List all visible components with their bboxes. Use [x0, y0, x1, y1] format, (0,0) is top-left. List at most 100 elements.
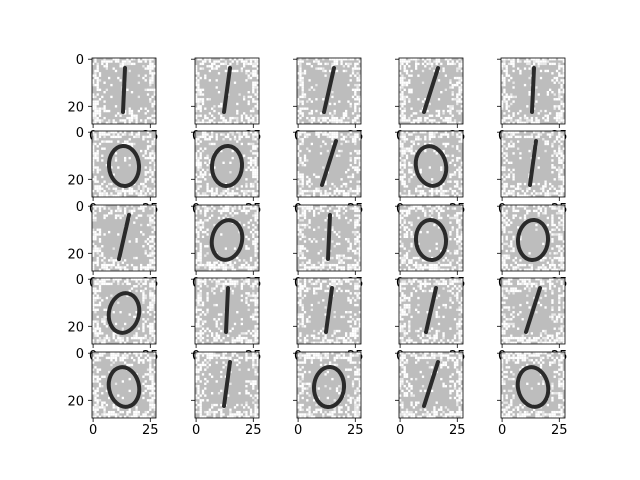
- panel-noise: [195, 58, 259, 124]
- y-tick-label: 0: [76, 273, 84, 288]
- panel-frame: [398, 204, 464, 272]
- digit-zero-stroke: [311, 365, 347, 409]
- panel-noise: [195, 352, 259, 418]
- y-tick-label: 20: [67, 320, 84, 335]
- panel-frame: [91, 204, 157, 272]
- x-tick-label: 25: [347, 423, 364, 438]
- panel-frame: [398, 277, 464, 345]
- panel-frame: [398, 130, 464, 198]
- digit-one-stroke: [422, 66, 440, 114]
- digit-one-stroke: [121, 66, 127, 114]
- panel-noise: [92, 352, 156, 418]
- panel-frame: [500, 351, 566, 419]
- panel-noise: [399, 278, 463, 344]
- x-tick-label: 25: [551, 423, 568, 438]
- digit-zero-stroke: [106, 291, 142, 335]
- panel-frame: [296, 351, 362, 419]
- digit-one-stroke: [530, 66, 536, 114]
- panel-frame: [296, 204, 362, 272]
- x-tick-label: 0: [192, 423, 200, 438]
- digit-panel: 025: [395, 277, 466, 364]
- digit-zero-stroke: [209, 144, 245, 188]
- digit-one-stroke: [320, 139, 338, 187]
- panel-noise: [297, 205, 361, 271]
- digit-panel: 025: [395, 204, 466, 291]
- panel-frame: [91, 57, 157, 125]
- panel-frame: [194, 204, 260, 272]
- x-tick-label: 25: [245, 423, 262, 438]
- digit-panel: 025: [293, 277, 364, 364]
- panel-noise: [399, 205, 463, 271]
- panel-noise: [92, 278, 156, 344]
- digit-zero-stroke: [106, 365, 142, 409]
- digit-zero-stroke: [413, 144, 449, 188]
- digit-zero-stroke: [515, 365, 551, 409]
- digit-one-stroke: [424, 286, 438, 334]
- panel-noise: [195, 205, 259, 271]
- panel-noise: [399, 131, 463, 197]
- panel-frame: [500, 277, 566, 345]
- panel-frame: [91, 130, 157, 198]
- digit-panel: 025: [191, 57, 262, 144]
- panel-frame: [91, 277, 157, 345]
- digit-panel: 025: [293, 130, 364, 217]
- panel-frame: [500, 204, 566, 272]
- digit-panel: 025: [395, 130, 466, 217]
- y-tick-label: 20: [67, 100, 84, 115]
- panel-frame: [296, 130, 362, 198]
- digit-panel: 025: [497, 57, 568, 144]
- x-tick-label: 0: [396, 423, 404, 438]
- digit-panel: 025: [497, 277, 568, 364]
- panel-noise: [297, 131, 361, 197]
- panel-noise: [297, 58, 361, 124]
- y-tick-label: 0: [76, 347, 84, 362]
- digit-panel: 0 25: [395, 351, 466, 438]
- digit-panel: 0 20 0 25: [67, 347, 158, 438]
- x-tick-label: 0: [294, 423, 302, 438]
- digit-panel: 025: [497, 204, 568, 291]
- digit-panel: 025: [191, 277, 262, 364]
- digit-one-stroke: [222, 66, 232, 114]
- digit-panel: 0 25: [293, 351, 364, 438]
- x-tick-label: 0: [498, 423, 506, 438]
- panel-noise: [195, 278, 259, 344]
- panel-noise: [92, 131, 156, 197]
- panel-noise: [501, 58, 565, 124]
- panel-frame: [91, 351, 157, 419]
- digit-zero-stroke: [106, 144, 142, 188]
- panel-frame: [296, 277, 362, 345]
- panel-frame: [398, 351, 464, 419]
- y-tick-label: 20: [67, 394, 84, 409]
- digit-one-stroke: [222, 360, 232, 408]
- digit-one-stroke: [528, 139, 538, 187]
- digit-zero-stroke: [413, 218, 449, 262]
- digit-panel: 025: [497, 130, 568, 217]
- digit-one-stroke: [422, 360, 440, 408]
- digit-zero-stroke: [209, 218, 245, 262]
- digit-panel: 025: [191, 130, 262, 217]
- panel-noise: [501, 352, 565, 418]
- y-tick-label: 20: [67, 173, 84, 188]
- digit-zero-stroke: [515, 218, 551, 262]
- digit-one-stroke: [524, 286, 542, 334]
- panel-frame: [296, 57, 362, 125]
- panel-noise: [297, 278, 361, 344]
- y-tick-label: 0: [76, 53, 84, 68]
- x-tick-label: 25: [449, 423, 466, 438]
- digit-one-stroke: [117, 213, 131, 261]
- x-tick-label: 0: [89, 423, 97, 438]
- digit-one-stroke: [224, 286, 230, 334]
- digit-panel: 0 25: [191, 351, 262, 438]
- panel-frame: [500, 130, 566, 198]
- x-tick-label: 25: [142, 423, 159, 438]
- y-tick-label: 0: [76, 200, 84, 215]
- panel-frame: [194, 130, 260, 198]
- digit-panel: 0 25: [497, 351, 568, 438]
- panel-noise: [399, 352, 463, 418]
- digit-panel: 025: [395, 57, 466, 144]
- panel-noise: [501, 278, 565, 344]
- digit-one-stroke: [326, 213, 332, 261]
- panel-frame: [194, 351, 260, 419]
